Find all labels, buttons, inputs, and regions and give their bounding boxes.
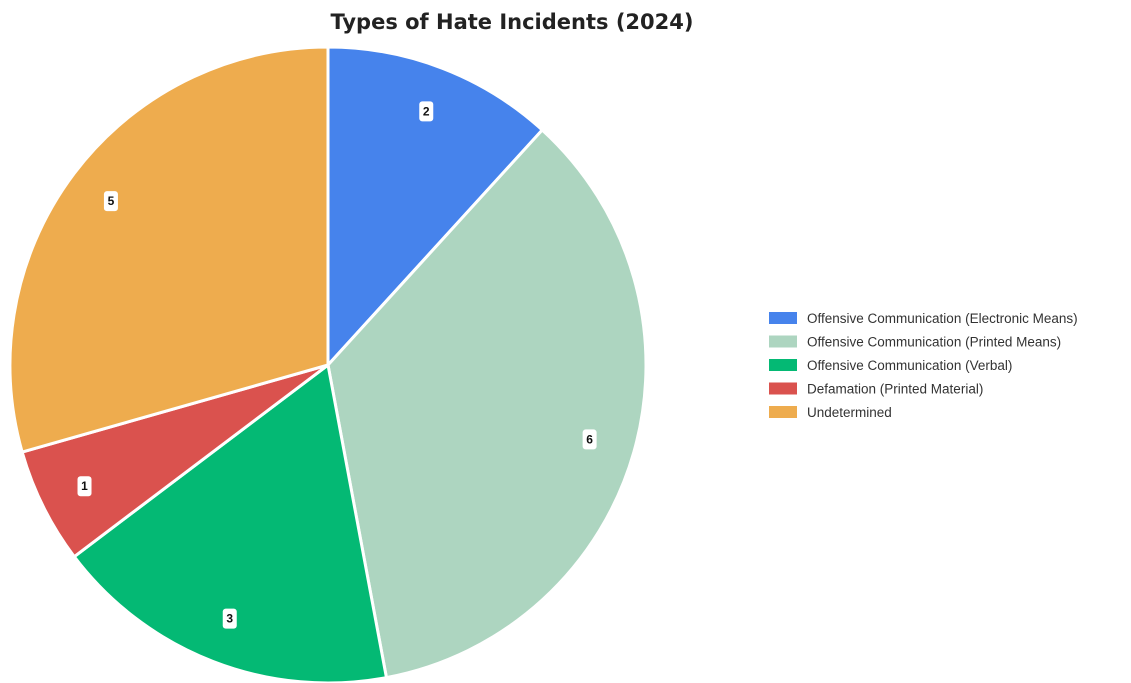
data-label-offensive-communication-printed-means: 6: [582, 429, 597, 450]
data-label-background: [77, 476, 92, 497]
pie-slice-offensive-communication-printed-means: [326, 128, 648, 680]
pie-slice-undetermined: [8, 45, 330, 454]
legend-item-offensive-communication-verbal: Offensive Communication (Verbal): [769, 358, 1012, 373]
legend-swatch: [769, 382, 797, 395]
legend-swatch: [769, 359, 797, 371]
legend-item-offensive-communication-printed-means: Offensive Communication (Printed Means): [769, 335, 1061, 350]
chart-title: Types of Hate Incidents (2024): [331, 10, 694, 34]
data-label-background: [582, 429, 597, 450]
data-label-value: 3: [226, 612, 233, 626]
data-label-undetermined: 5: [103, 191, 118, 212]
legend: Offensive Communication (Electronic Mean…: [769, 311, 1078, 420]
data-label-value: 6: [586, 432, 593, 446]
pie-slices: [8, 45, 648, 683]
legend-item-offensive-communication-electronic-means: Offensive Communication (Electronic Mean…: [769, 311, 1078, 326]
data-label-defamation-printed-material: 1: [77, 476, 92, 497]
legend-item-undetermined: Undetermined: [769, 405, 892, 420]
data-label-background: [222, 608, 237, 629]
data-label-value: 1: [81, 479, 88, 493]
legend-label: Undetermined: [807, 405, 892, 420]
data-label-value: 5: [108, 194, 115, 208]
data-label-offensive-communication-verbal: 3: [222, 608, 237, 629]
data-labels: 2 6 3 1 5: [77, 101, 597, 629]
legend-item-defamation-printed-material: Defamation (Printed Material): [769, 382, 983, 397]
data-label-background: [419, 101, 434, 122]
legend-label: Offensive Communication (Printed Means): [807, 335, 1061, 350]
legend-label: Defamation (Printed Material): [807, 382, 983, 397]
legend-label: Offensive Communication (Electronic Mean…: [807, 311, 1078, 326]
data-label-value: 2: [423, 104, 430, 118]
pie-slice-offensive-communication-verbal: [72, 363, 388, 683]
legend-swatch: [769, 335, 797, 348]
legend-swatch: [769, 312, 797, 324]
data-label-offensive-communication-electronic-means: 2: [419, 101, 434, 122]
pie-slice-offensive-communication-electronic-means: [326, 45, 544, 367]
legend-swatch: [769, 406, 797, 418]
legend-label: Offensive Communication (Verbal): [807, 358, 1012, 373]
data-label-background: [103, 191, 118, 212]
